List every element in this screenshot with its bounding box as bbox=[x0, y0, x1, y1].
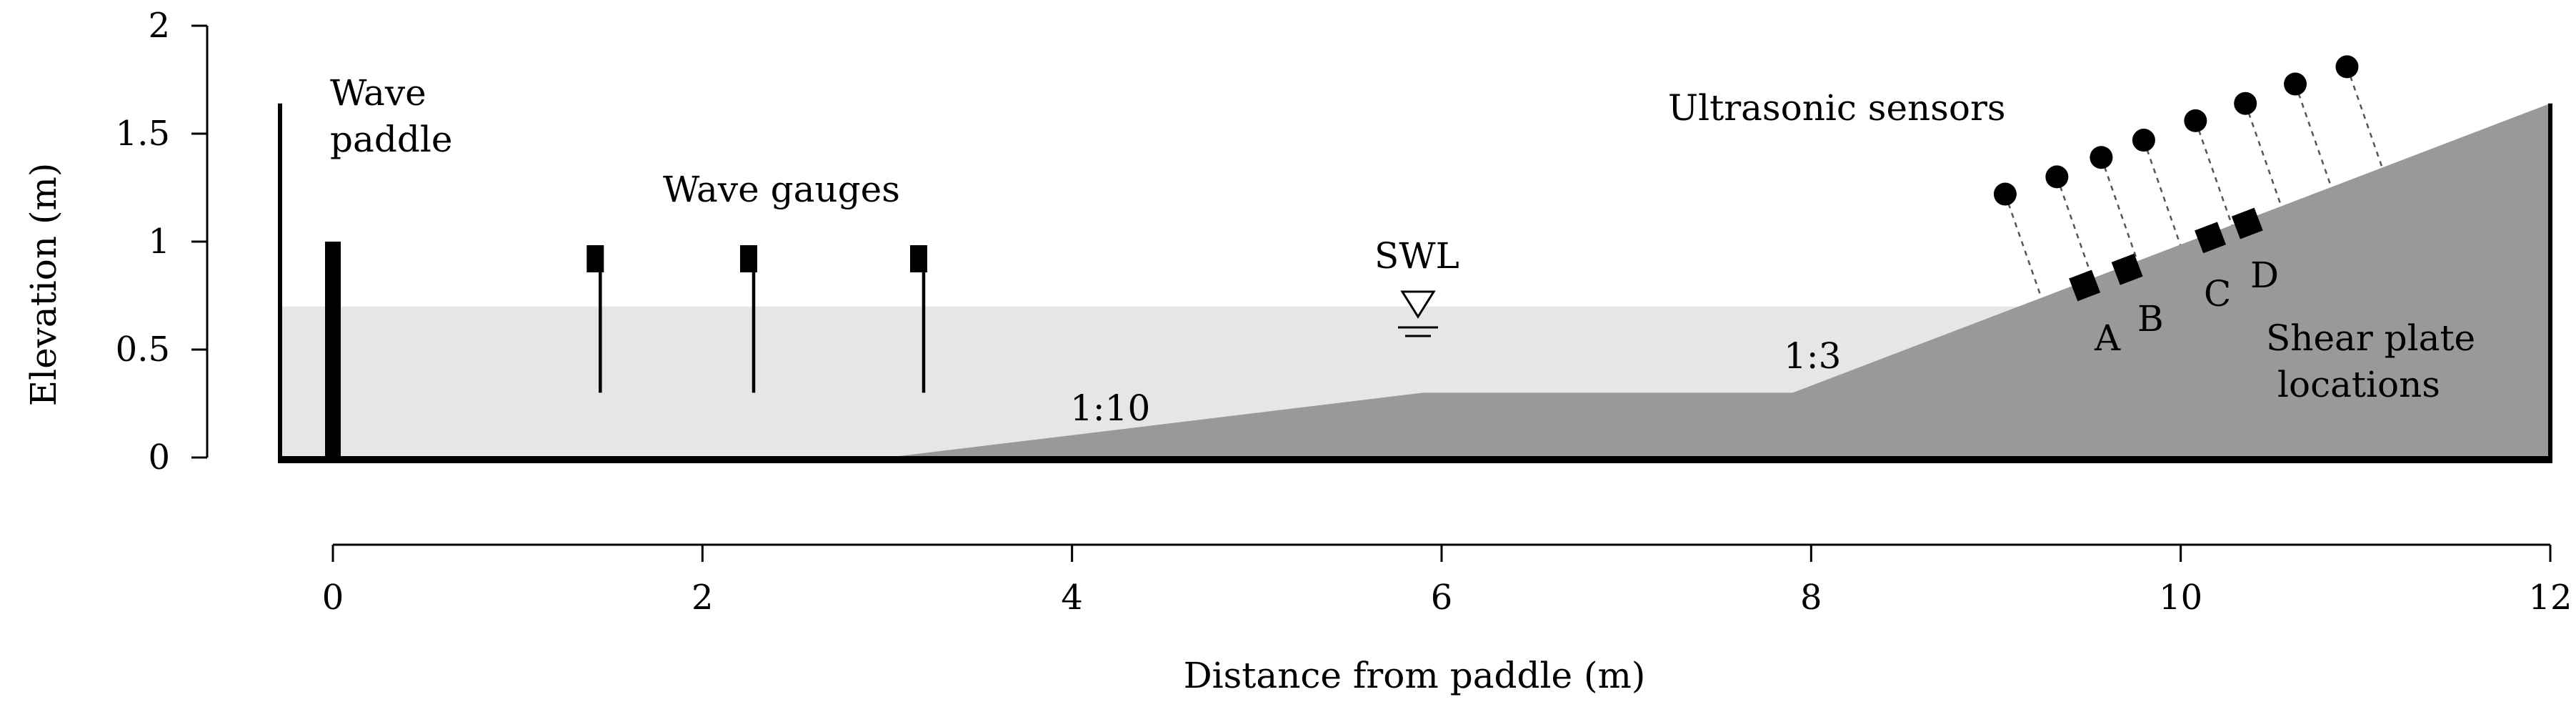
wave-paddle bbox=[325, 242, 341, 460]
ultrasonic-sensor-8 bbox=[2335, 55, 2359, 79]
shear-plate-label-C: C bbox=[2204, 273, 2231, 315]
ultrasonic-sensor-6 bbox=[2234, 92, 2257, 115]
x-tick-label-6: 6 bbox=[1431, 578, 1453, 618]
ultrasonic-sensor-2 bbox=[2045, 165, 2069, 189]
x-tick-label-10: 10 bbox=[2159, 578, 2202, 618]
ultrasonic-sensor-7 bbox=[2284, 72, 2307, 96]
shear-plate-label-D: D bbox=[2250, 254, 2279, 296]
y-tick-label-1: 1 bbox=[148, 222, 170, 262]
shear-plate-label-B: B bbox=[2137, 298, 2164, 340]
x-tick-label-2: 2 bbox=[692, 578, 714, 618]
ultrasonic-beam-7 bbox=[2294, 84, 2332, 188]
ultrasonic-sensor-3 bbox=[2090, 146, 2113, 169]
shear-plate-label-line1: Shear plate bbox=[2266, 317, 2475, 359]
shear-plate-label-A: A bbox=[2094, 317, 2121, 359]
ultrasonic-beam-2 bbox=[2056, 176, 2094, 279]
swl-marker-icon bbox=[1400, 290, 1436, 319]
ultrasonic-beam-1 bbox=[2004, 194, 2042, 298]
ultrasonic-sensor-5 bbox=[2184, 109, 2207, 132]
slope-1-10-label: 1:10 bbox=[1070, 387, 1150, 429]
shear-plate-C bbox=[2195, 222, 2226, 254]
shear-plate-D bbox=[2231, 207, 2263, 239]
ultrasonic-beam-4 bbox=[2142, 139, 2182, 245]
y-tick-label-0: 0 bbox=[148, 437, 170, 478]
x-axis-label: Distance from paddle (m) bbox=[1184, 655, 1646, 696]
ultrasonic-sensor-4 bbox=[2132, 129, 2155, 152]
ultrasonic-sensors-label: Ultrasonic sensors bbox=[1668, 87, 2006, 129]
y-tick-label-2: 2 bbox=[148, 6, 170, 46]
x-tick-label-4: 4 bbox=[1061, 578, 1083, 618]
x-tick-label-8: 8 bbox=[1800, 578, 1822, 618]
x-tick-label-12: 12 bbox=[2528, 578, 2572, 618]
y-tick-label-1.5: 1.5 bbox=[116, 114, 170, 154]
shear-plate-label-line2: locations bbox=[2277, 364, 2440, 405]
wave-paddle-label-line1: Wave bbox=[330, 72, 426, 114]
ultrasonic-beam-5 bbox=[2195, 120, 2233, 226]
x-tick-label-0: 0 bbox=[322, 578, 344, 618]
ultrasonic-beam-3 bbox=[2100, 157, 2139, 262]
beach-bathymetry bbox=[887, 103, 2550, 460]
swl-label: SWL bbox=[1374, 235, 1459, 277]
slope-1-3-label: 1:3 bbox=[1784, 335, 1841, 377]
y-axis-label: Elevation (m) bbox=[23, 163, 64, 407]
ultrasonic-beam-6 bbox=[2245, 103, 2282, 207]
shear-plate-A bbox=[2069, 270, 2101, 302]
wave-paddle-label-line2: paddle bbox=[330, 119, 452, 160]
ultrasonic-beam-8 bbox=[2346, 66, 2383, 168]
y-tick-label-0.5: 0.5 bbox=[116, 330, 170, 370]
wave-gauges-label: Wave gauges bbox=[663, 169, 900, 210]
ultrasonic-sensor-1 bbox=[1993, 182, 2017, 206]
shear-plate-B bbox=[2111, 253, 2143, 285]
